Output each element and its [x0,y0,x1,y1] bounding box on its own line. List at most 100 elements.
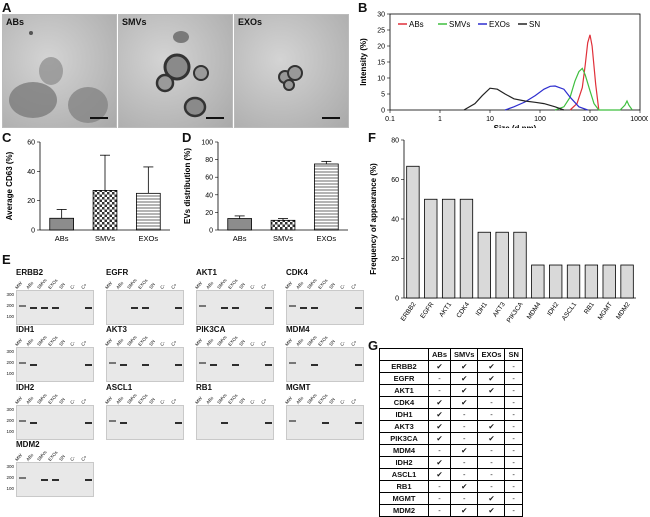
lane-labels: MW ABs SMVs EXOs SN C- C+ [194,392,272,405]
lane-label: EXOs [317,277,329,290]
lane-label: SMVs [216,392,228,405]
presence-cell: - [450,456,479,469]
lane-label: MW [104,280,114,290]
gel-gene-label: MDM2 [16,440,40,449]
gel-band [221,307,228,309]
y-tick-label: 0 [381,108,385,115]
lane-label: C- [159,283,167,290]
gel-band [355,364,362,366]
x-tick-label: SMVs [273,234,293,243]
y-tick-label: 10 [377,76,385,83]
gel-band [199,305,206,307]
gel-band [120,422,127,424]
presence-cell: - [477,408,506,421]
panel-label-e: E [2,252,11,267]
presence-cell: - [504,372,523,385]
gel-mgmt: MGMT MW ABs SMVs EXOs SN C- C+ [272,383,364,440]
tem-particles [9,31,108,123]
presence-cell: - [450,492,479,505]
lane-label: MW [284,280,294,290]
y-tick-label: 30 [377,12,385,19]
lane-label: SN [148,338,157,347]
table-row: PIK3CA ✔ - ✔ - [379,432,523,445]
presence-cell: ✔ [450,372,479,385]
gel-band [232,364,239,366]
y-axis-label: EVs distribution (%) [183,148,192,224]
lane-label: C- [159,340,167,347]
presence-cell: ✔ [427,408,452,421]
lane-label: SN [58,396,67,405]
x-tick-label: EGFR [419,301,435,320]
lane-label: MW [14,337,24,347]
x-tick-label: CDK4 [455,301,471,320]
lane-label: SMVs [126,334,138,347]
table-row: CDK4 ✔ ✔ - - [379,396,523,409]
gel-band [41,307,48,309]
lane-label: C- [339,340,347,347]
lane-label: EXOs [227,392,239,405]
lane-label: SMVs [306,277,318,290]
lane-label: EXOs [47,277,59,290]
presence-cell: ✔ [450,360,479,373]
gel-image [16,462,94,497]
y-tick-label: 20 [27,198,35,205]
presence-cell: - [427,384,452,397]
gel-image [106,405,184,440]
presence-cell: - [504,396,523,409]
presence-cell: - [504,420,523,433]
panel-label-g: G [368,338,379,353]
table-row: ERBB2 ✔ ✔ ✔ - [379,360,523,373]
gel-cdk4: CDK4 MW ABs SMVs EXOs SN C- C+ [272,268,364,325]
gel-image [106,347,184,382]
gel-image [286,405,364,440]
presence-cell: - [477,456,506,469]
tem-image-abs: ABs [2,14,117,128]
cd63-bar-chart: 0 20 40 60 Average CD63 (%) ABs SMVs EXOs [5,140,170,243]
table-header: EXOs [477,348,506,361]
y-tick-label: 40 [205,192,213,199]
gel-gene-label: RB1 [196,383,213,392]
gel-band [232,307,239,309]
bar-akt1 [441,198,456,299]
presence-cell: - [477,396,506,409]
presence-cell: ✔ [450,384,479,397]
lane-label: C+ [170,339,178,347]
table-row: EGFR - ✔ ✔ - [379,372,523,385]
y-tick-label: 20 [205,210,213,217]
y-tick-label: 100 [201,140,213,147]
presence-cell: - [450,468,479,481]
x-tick-label: IDH1 [475,301,489,317]
bar-exos [136,192,161,231]
x-tick-label: IDH2 [546,301,560,317]
gel-mdm2: MDM2 MW ABs SMVs EXOs SN C- C+ 300 200 100 [2,440,94,497]
y-tick-label: 0 [31,228,35,235]
presence-cell: - [427,480,452,493]
lane-label: EXOs [137,334,149,347]
lane-label: C- [249,283,257,290]
table-header [379,348,429,361]
gel-band [142,307,149,309]
gel-gene-label: ERBB2 [16,268,44,277]
presence-cell: - [477,444,506,457]
gel-gene-label: MGMT [286,383,311,392]
lane-label: SMVs [126,277,138,290]
table-row: IDH2 ✔ - - - [379,456,523,469]
lane-label: MW [104,337,114,347]
tem-label: EXOs [238,17,263,27]
lane-label: SN [58,281,67,290]
presence-cell: - [477,468,506,481]
x-tick-label: MDM2 [615,301,632,321]
presence-cell: ✔ [450,504,479,517]
x-tick-label: RB1 [583,301,596,316]
lane-labels: MW ABs SMVs EXOs SN C- C+ [194,277,272,290]
scale-bar [206,117,224,119]
gene-name-cell: AKT3 [379,420,429,433]
y-tick-label: 40 [391,217,399,224]
gel-band [322,422,329,424]
bar-idh1 [477,231,491,299]
y-tick-label: 80 [391,138,399,145]
panel-label-b: B [358,0,368,15]
gel-band [355,422,362,424]
ladder-label: 200 [6,475,14,480]
lane-label: SN [148,281,157,290]
